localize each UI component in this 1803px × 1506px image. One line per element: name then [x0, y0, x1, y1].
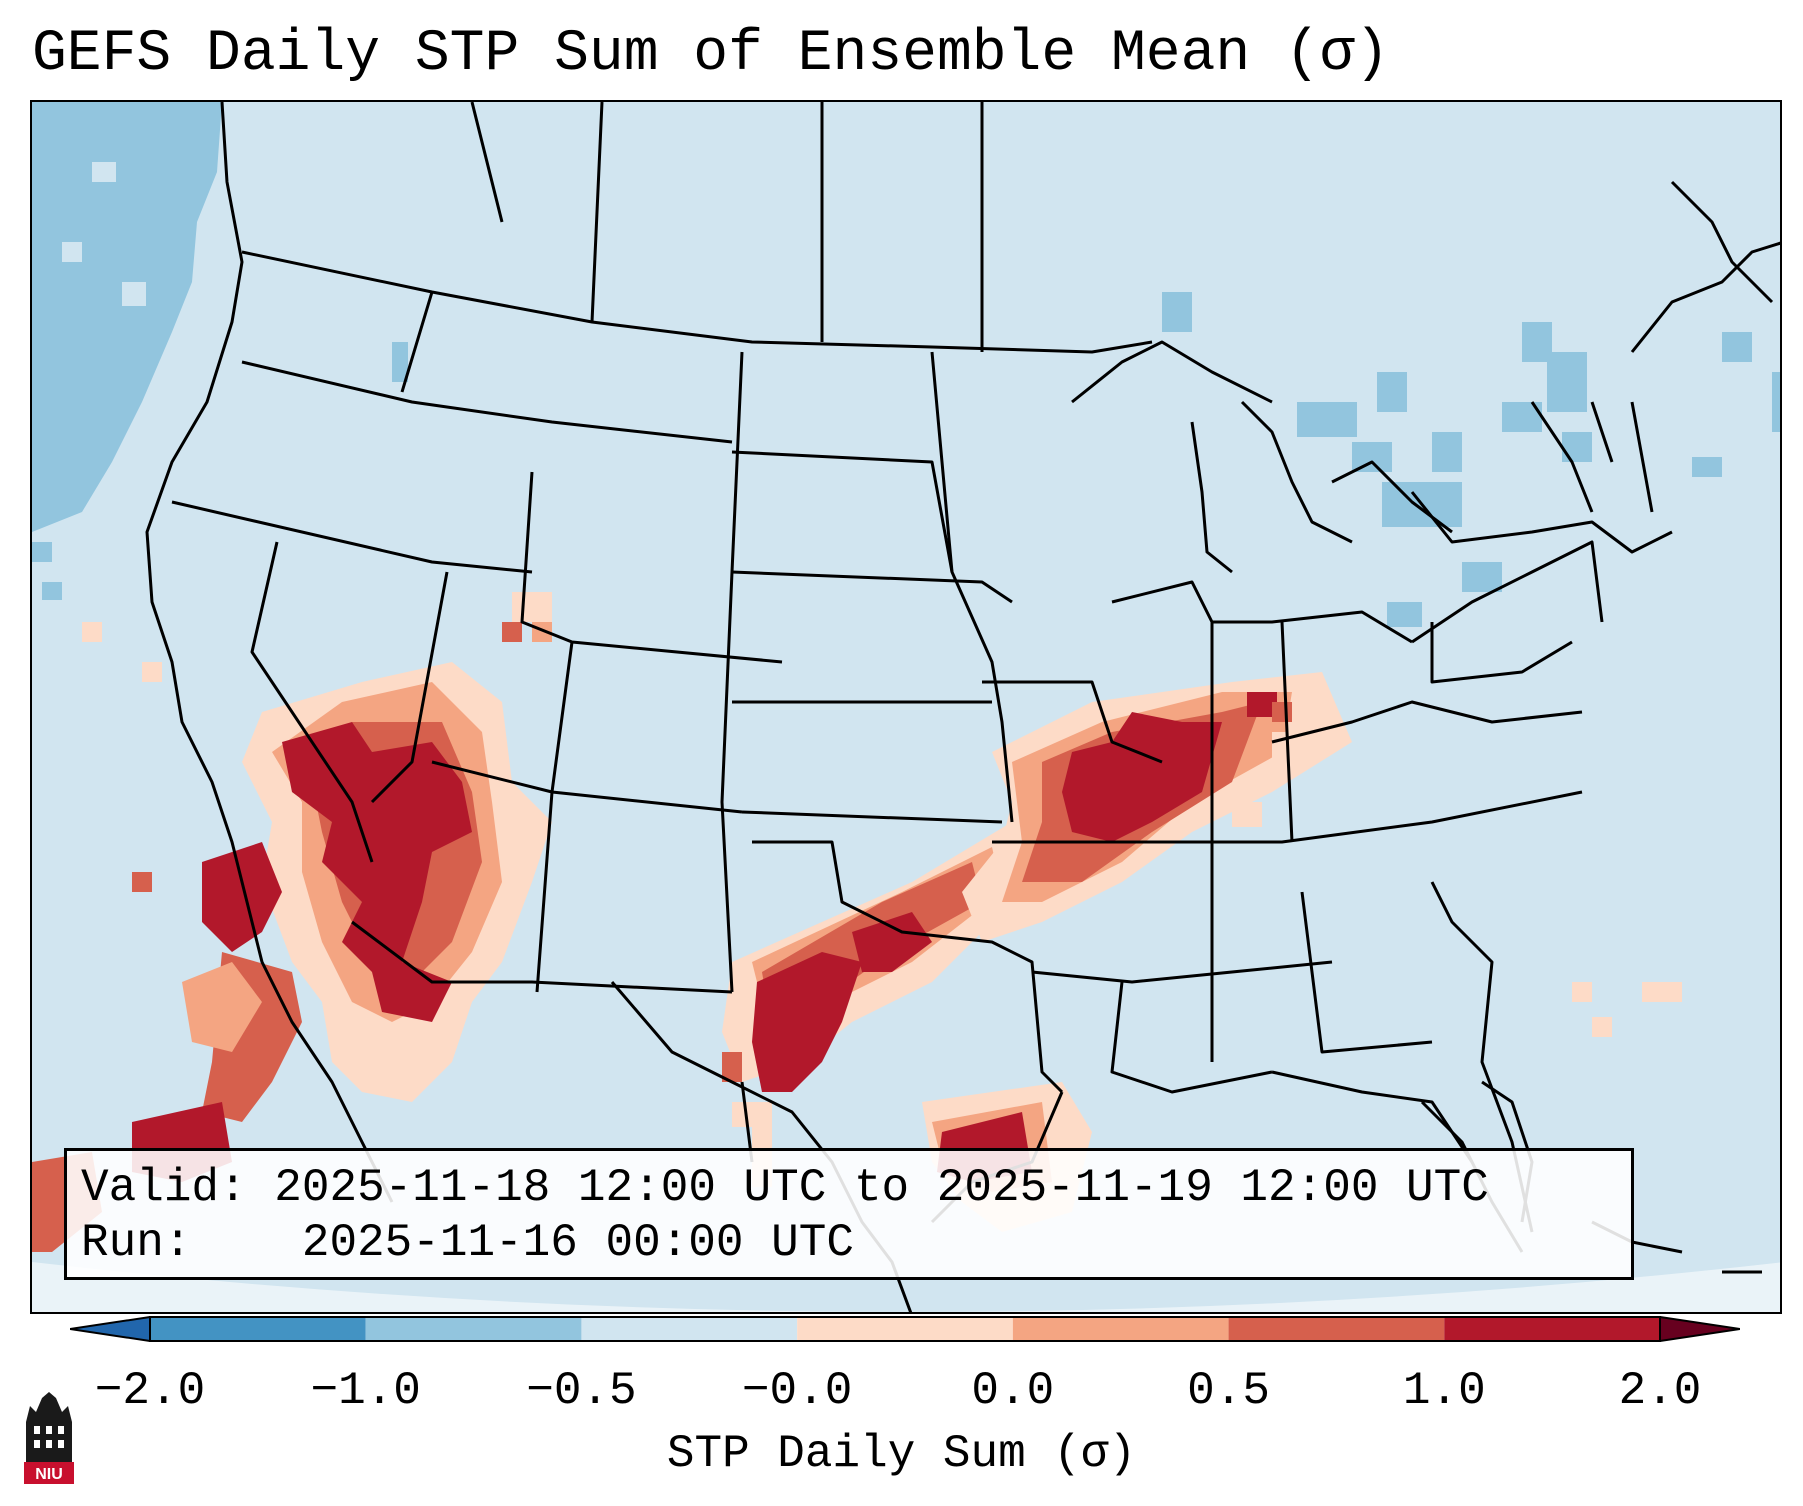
colorbar-tick-label: −0.5: [526, 1365, 637, 1417]
colorbar-over-arrow: [1659, 1316, 1740, 1342]
colorbar-segment: [797, 1317, 1013, 1341]
positive-anomaly-southwest: [32, 592, 552, 1252]
map-panel: [30, 100, 1782, 1314]
projection-edge: [32, 1262, 1780, 1312]
colorbar-tick-label: −0.0: [741, 1365, 853, 1417]
valid-time-box: Valid: 2025-11-18 12:00 UTC to 2025-11-1…: [64, 1148, 1634, 1280]
valid-label: Valid:: [81, 1162, 247, 1214]
colorbar-segment: [1012, 1317, 1229, 1341]
negative-anomaly-northeast: [1162, 292, 1780, 627]
colorbar-segment: [365, 1317, 582, 1341]
positive-anomaly-mississippi-valley: [962, 672, 1682, 1037]
negative-anomaly-pacific-nw: [32, 102, 408, 600]
colorbar-under-arrow: [70, 1316, 151, 1342]
colorbar-tick-label: 0.5: [1187, 1365, 1270, 1417]
run-label: Run:: [81, 1217, 192, 1269]
colorbar: [70, 1316, 1740, 1342]
run-value: 2025-11-16 00:00 UTC: [301, 1217, 854, 1269]
chart-title: GEFS Daily STP Sum of Ensemble Mean (σ): [32, 22, 1390, 87]
colorbar-segment: [1228, 1317, 1445, 1341]
map-svg: [32, 102, 1780, 1312]
valid-value: 2025-11-18 12:00 UTC to 2025-11-19 12:00…: [274, 1162, 1489, 1214]
colorbar-segment: [1444, 1317, 1660, 1341]
colorbar-segment: [581, 1317, 798, 1341]
colorbar-border: [149, 1316, 1661, 1342]
colorbar-tick-label: −2.0: [94, 1365, 206, 1417]
colorbar-tick-label: 2.0: [1618, 1365, 1702, 1417]
colorbar-tick-label: 0.0: [971, 1365, 1055, 1417]
colorbar-tick-label: 1.0: [1402, 1365, 1486, 1417]
colorbar-label: STP Daily Sum (σ): [666, 1428, 1137, 1480]
colorbar-segment: [150, 1317, 366, 1341]
logo-text: NIU: [35, 1466, 63, 1483]
colorbar-segments: [149, 1317, 1661, 1342]
colorbar-tick-label: −1.0: [310, 1365, 421, 1417]
state-boundaries: [145, 102, 1780, 1312]
university-tower-icon: NIU: [24, 1392, 74, 1484]
